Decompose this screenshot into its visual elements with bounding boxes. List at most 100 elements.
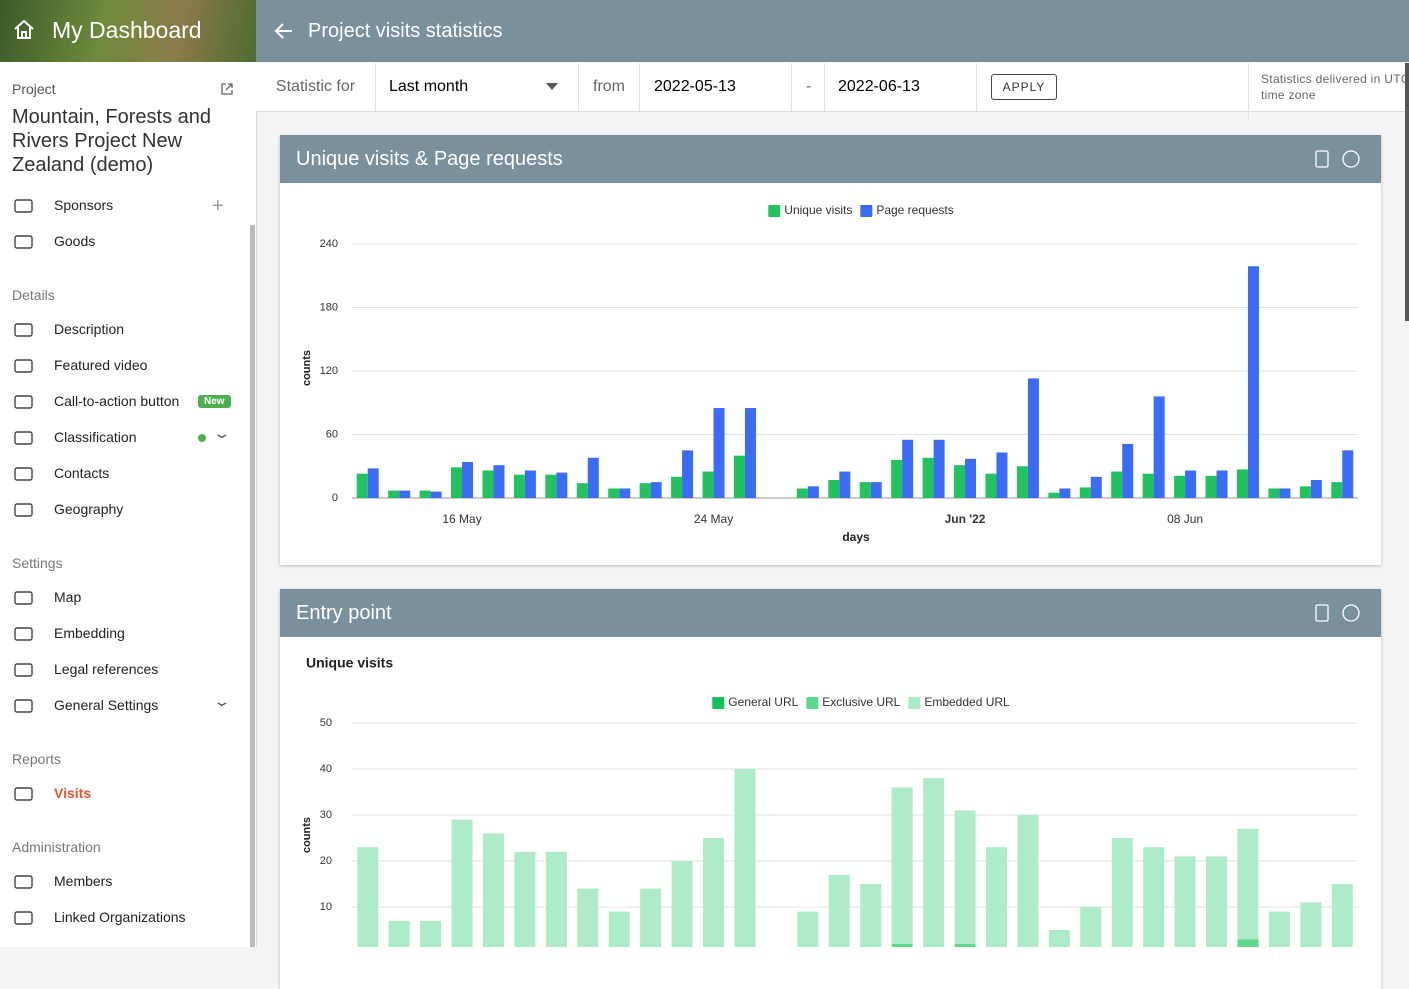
scrollbar[interactable] bbox=[250, 225, 255, 947]
dropdown-arrow bbox=[546, 83, 558, 90]
nav-item[interactable]: Contacts bbox=[54, 465, 110, 481]
badge: New bbox=[198, 395, 231, 408]
nav-item[interactable]: Map bbox=[54, 589, 82, 605]
bar bbox=[356, 473, 368, 498]
y-tick-label: 50 bbox=[320, 717, 332, 729]
bar bbox=[576, 483, 588, 498]
bar bbox=[933, 439, 945, 498]
legend-label: Exclusive URL bbox=[822, 695, 900, 709]
nav-item[interactable]: Geography bbox=[54, 501, 124, 517]
y-tick-label: 40 bbox=[320, 763, 332, 775]
bar bbox=[1205, 475, 1217, 498]
bar bbox=[1111, 471, 1123, 498]
bar bbox=[996, 452, 1008, 498]
nav-item[interactable]: Call-to-action button bbox=[54, 393, 180, 409]
legend-swatch bbox=[806, 697, 819, 709]
nav-item[interactable]: Featured video bbox=[54, 357, 148, 373]
external-link-icon[interactable] bbox=[220, 82, 234, 96]
charts: 0 60 120 180 240 counts days 16 May 24 May Jun '2… bbox=[301, 150, 1360, 947]
bar bbox=[902, 439, 914, 498]
nav-item[interactable]: Visits bbox=[54, 785, 92, 801]
bar bbox=[713, 408, 725, 498]
nav-item[interactable]: Classification bbox=[54, 429, 137, 445]
period-select[interactable]: Last month bbox=[376, 63, 579, 111]
download-icon bbox=[1315, 150, 1329, 168]
bar bbox=[1153, 396, 1165, 498]
legend-swatch bbox=[712, 697, 725, 709]
bar-segment bbox=[451, 819, 473, 947]
add-icon: + bbox=[212, 195, 224, 217]
bar bbox=[1331, 482, 1343, 498]
bar-segment bbox=[1331, 884, 1353, 947]
bar-segment bbox=[923, 778, 945, 947]
bar bbox=[954, 465, 966, 498]
x-tick-label: 24 May bbox=[694, 512, 733, 526]
bar-segment bbox=[891, 787, 913, 944]
to-date[interactable]: 2022-06-13 bbox=[825, 63, 977, 111]
y-tick-label: 0 bbox=[332, 492, 338, 504]
bar-segment bbox=[1111, 838, 1133, 947]
main-scrollbar[interactable] bbox=[1405, 63, 1409, 321]
section-title: Details bbox=[12, 287, 55, 303]
section-title: Settings bbox=[12, 555, 63, 571]
nav-item[interactable]: Goods bbox=[54, 233, 96, 249]
bar bbox=[744, 408, 756, 498]
back-arrow[interactable] bbox=[274, 22, 294, 40]
bar-segment bbox=[891, 943, 913, 947]
sidebar: My Dashboard Project Mountain, Forests a… bbox=[0, 0, 257, 947]
apply-button[interactable]: APPLY bbox=[991, 74, 1057, 100]
legend-label: Embedded URL bbox=[924, 695, 1010, 709]
bar bbox=[545, 474, 557, 498]
nav-item[interactable]: Description bbox=[54, 321, 125, 337]
nav-icon bbox=[14, 875, 33, 889]
bar bbox=[859, 482, 871, 498]
bar-segment bbox=[545, 851, 567, 947]
bar bbox=[367, 468, 379, 498]
nav-item[interactable]: General Settings bbox=[54, 697, 159, 713]
bar bbox=[870, 482, 882, 498]
nav-item[interactable]: Legal references bbox=[54, 661, 159, 677]
nav-icon bbox=[14, 699, 33, 713]
nav-item[interactable]: Linked Organizations bbox=[54, 909, 186, 925]
nav-item[interactable]: Members bbox=[54, 873, 113, 889]
bar bbox=[733, 455, 745, 498]
bar-segment bbox=[797, 911, 819, 947]
bar bbox=[985, 473, 997, 498]
bar bbox=[965, 458, 977, 498]
bar bbox=[608, 488, 620, 498]
bar-segment bbox=[860, 884, 882, 947]
bar bbox=[1216, 470, 1228, 498]
legend-item: General URL bbox=[712, 695, 799, 709]
bar bbox=[462, 462, 474, 498]
nav-icon bbox=[14, 359, 33, 373]
x-tick-label: 08 Jun bbox=[1167, 512, 1203, 526]
y-tick-label: 60 bbox=[326, 428, 338, 440]
nav-item[interactable]: Sponsors bbox=[54, 197, 114, 213]
top-bar: Project visits statistics bbox=[256, 0, 1409, 62]
y-tick-label: 30 bbox=[320, 809, 332, 821]
x-tick-label: Jun '22 bbox=[945, 512, 986, 526]
legend-label: General URL bbox=[728, 695, 798, 709]
bar bbox=[1048, 492, 1060, 498]
from-date[interactable]: 2022-05-13 bbox=[640, 63, 792, 111]
bar bbox=[671, 476, 683, 498]
bar bbox=[682, 450, 694, 498]
bar bbox=[1079, 487, 1091, 498]
nav-icon bbox=[14, 591, 33, 605]
legend-swatch bbox=[860, 205, 873, 217]
period-value: Last month bbox=[389, 78, 469, 95]
nav-icon bbox=[14, 911, 33, 925]
bar bbox=[639, 483, 651, 498]
bar-segment bbox=[1048, 930, 1070, 947]
legend-item: Embedded URL bbox=[908, 695, 1010, 709]
nav-item[interactable]: Embedding bbox=[54, 625, 125, 641]
sidebar-header[interactable]: My Dashboard bbox=[0, 0, 256, 62]
card-header: Entry point bbox=[280, 589, 1381, 637]
card-title: Entry point bbox=[296, 602, 392, 624]
page-title: Project visits statistics bbox=[308, 20, 503, 42]
info-icon bbox=[1342, 150, 1360, 168]
bar bbox=[1236, 469, 1248, 498]
section-title: Reports bbox=[12, 751, 62, 767]
nav-icon bbox=[14, 235, 33, 249]
nav-icon bbox=[14, 503, 33, 517]
